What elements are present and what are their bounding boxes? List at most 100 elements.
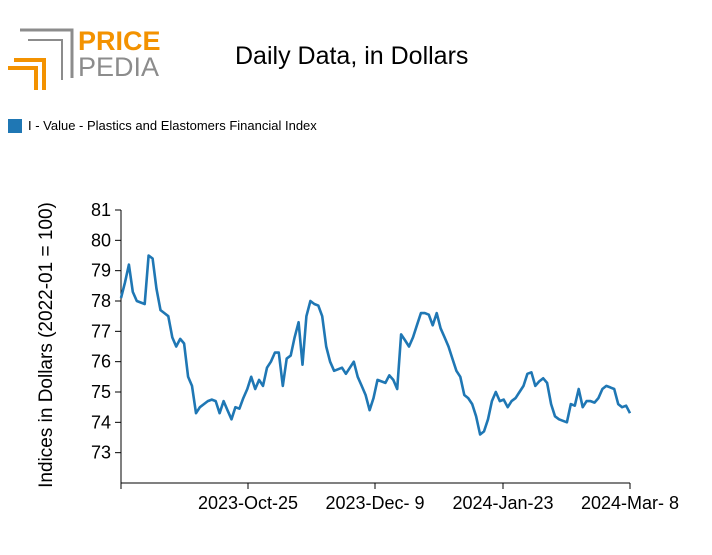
data-point[interactable]: [328, 360, 332, 364]
data-point[interactable]: [269, 360, 273, 364]
data-point[interactable]: [604, 384, 608, 388]
data-point[interactable]: [446, 345, 450, 349]
data-point[interactable]: [174, 345, 178, 349]
data-point[interactable]: [198, 405, 202, 409]
data-point[interactable]: [265, 366, 269, 370]
data-point[interactable]: [344, 372, 348, 376]
data-point[interactable]: [573, 404, 577, 408]
data-point[interactable]: [510, 399, 514, 403]
data-point[interactable]: [612, 387, 616, 391]
data-point[interactable]: [518, 390, 522, 394]
data-point[interactable]: [139, 301, 143, 305]
data-point[interactable]: [297, 320, 301, 324]
data-point[interactable]: [431, 323, 435, 327]
data-point[interactable]: [514, 396, 518, 400]
data-point[interactable]: [162, 311, 166, 315]
data-point[interactable]: [419, 311, 423, 315]
data-point[interactable]: [340, 366, 344, 370]
data-point[interactable]: [237, 407, 241, 411]
data-point[interactable]: [135, 299, 139, 303]
data-point[interactable]: [521, 384, 525, 388]
data-point[interactable]: [525, 372, 529, 376]
data-point[interactable]: [364, 393, 368, 397]
data-point[interactable]: [190, 384, 194, 388]
data-point[interactable]: [569, 402, 573, 406]
data-point[interactable]: [304, 314, 308, 318]
data-point[interactable]: [202, 402, 206, 406]
data-point[interactable]: [486, 417, 490, 421]
data-point[interactable]: [470, 402, 474, 406]
data-point[interactable]: [620, 405, 624, 409]
data-point[interactable]: [537, 379, 541, 383]
data-point[interactable]: [375, 378, 379, 382]
data-point[interactable]: [293, 335, 297, 339]
data-point[interactable]: [253, 387, 257, 391]
data-point[interactable]: [372, 396, 376, 400]
data-point[interactable]: [312, 302, 316, 306]
data-point[interactable]: [308, 299, 312, 303]
data-point[interactable]: [557, 417, 561, 421]
data-point[interactable]: [478, 432, 482, 436]
data-point[interactable]: [616, 402, 620, 406]
data-point[interactable]: [529, 370, 533, 374]
data-point[interactable]: [411, 335, 415, 339]
data-point[interactable]: [356, 375, 360, 379]
data-point[interactable]: [545, 381, 549, 385]
data-point[interactable]: [348, 366, 352, 370]
data-point[interactable]: [241, 396, 245, 400]
data-point[interactable]: [387, 373, 391, 377]
data-point[interactable]: [549, 402, 553, 406]
data-point[interactable]: [395, 387, 399, 391]
data-point[interactable]: [158, 308, 162, 312]
data-point[interactable]: [379, 379, 383, 383]
data-point[interactable]: [281, 384, 285, 388]
data-point[interactable]: [261, 384, 265, 388]
data-point[interactable]: [233, 405, 237, 409]
data-point[interactable]: [229, 417, 233, 421]
data-point[interactable]: [131, 290, 135, 294]
data-point[interactable]: [407, 345, 411, 349]
data-point[interactable]: [399, 332, 403, 336]
data-point[interactable]: [553, 414, 557, 418]
data-point[interactable]: [506, 405, 510, 409]
legend[interactable]: I - Value - Plastics and Elastomers Fina…: [8, 118, 317, 133]
data-point[interactable]: [166, 314, 170, 318]
data-point[interactable]: [147, 254, 151, 258]
data-point[interactable]: [119, 296, 123, 300]
data-point[interactable]: [245, 387, 249, 391]
data-point[interactable]: [123, 281, 127, 285]
data-point[interactable]: [458, 375, 462, 379]
data-point[interactable]: [143, 302, 147, 306]
data-point[interactable]: [218, 411, 222, 415]
data-point[interactable]: [565, 420, 569, 424]
data-point[interactable]: [541, 376, 545, 380]
data-point[interactable]: [316, 304, 320, 308]
data-point[interactable]: [415, 323, 419, 327]
data-point[interactable]: [628, 411, 632, 415]
data-point[interactable]: [352, 360, 356, 364]
data-point[interactable]: [277, 351, 281, 355]
data-point[interactable]: [589, 399, 593, 403]
data-point[interactable]: [502, 398, 506, 402]
data-point[interactable]: [482, 429, 486, 433]
data-point[interactable]: [332, 369, 336, 373]
data-point[interactable]: [454, 369, 458, 373]
data-point[interactable]: [427, 313, 431, 317]
data-point[interactable]: [186, 375, 190, 379]
data-point[interactable]: [301, 363, 305, 367]
data-point[interactable]: [435, 311, 439, 315]
data-point[interactable]: [391, 378, 395, 382]
data-point[interactable]: [273, 351, 277, 355]
data-point[interactable]: [533, 384, 537, 388]
data-point[interactable]: [285, 357, 289, 361]
data-point[interactable]: [581, 405, 585, 409]
data-point[interactable]: [577, 387, 581, 391]
data-point[interactable]: [585, 399, 589, 403]
data-point[interactable]: [182, 341, 186, 345]
data-point[interactable]: [474, 414, 478, 418]
data-point[interactable]: [194, 411, 198, 415]
data-point[interactable]: [443, 335, 447, 339]
data-point[interactable]: [324, 345, 328, 349]
data-point[interactable]: [450, 357, 454, 361]
data-point[interactable]: [498, 399, 502, 403]
